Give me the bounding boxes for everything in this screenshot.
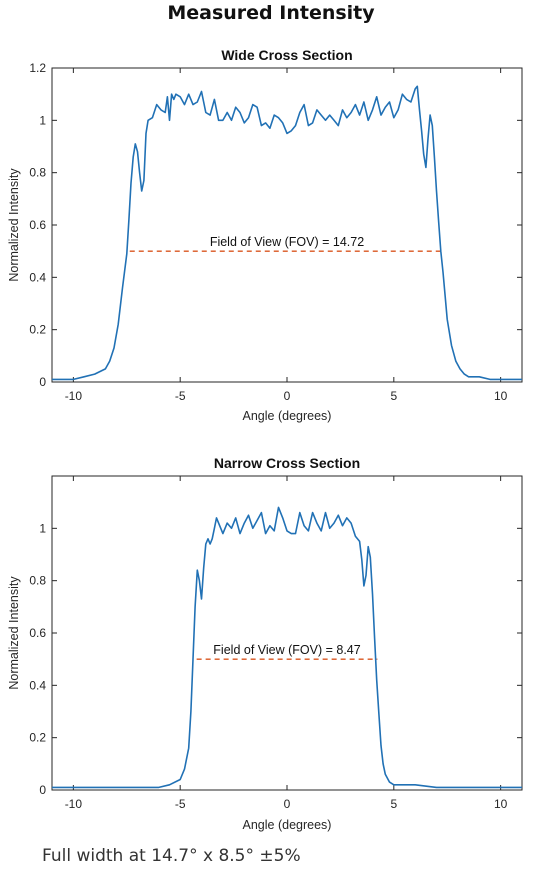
x-tick-label: 10 [494, 389, 508, 403]
y-tick-label: 0.4 [29, 270, 46, 284]
y-axis-label: Normalized Intensity [7, 576, 21, 690]
y-tick-label: 1 [39, 521, 46, 535]
intensity-series-line [52, 85, 522, 381]
narrow-cross-section-chart: Narrow Cross Section -10 -5 0 5 10 0 0.2 0.4 0.6 0… [7, 455, 523, 832]
x-tick-label: 0 [284, 389, 291, 403]
footer-note: Full width at 14.7° x 8.5° ±5% [42, 846, 301, 866]
plot-area-frame [51, 475, 523, 791]
x-axis-label: Angle (degrees) [243, 409, 332, 423]
x-tick-label: 5 [390, 389, 397, 403]
y-tick-label: 0 [39, 783, 46, 797]
chart-title: Narrow Cross Section [214, 455, 360, 471]
y-tick-label: 0.2 [29, 323, 46, 337]
x-axis-label: Angle (degrees) [243, 818, 332, 832]
x-tick-label: -5 [175, 797, 186, 811]
page-title: Measured Intensity [167, 2, 375, 24]
y-tick-label: 0.8 [29, 574, 46, 588]
x-tick-label: 5 [390, 797, 397, 811]
wide-cross-section-chart: Wide Cross Section -10 -5 0 5 10 0 0.2 0.4 0.6 0.8… [7, 47, 523, 423]
x-tick-label: -5 [175, 389, 186, 403]
y-tick-label: 0.8 [29, 166, 46, 180]
fov-annotation: Field of View (FOV) = 14.72 [210, 235, 364, 249]
y-tick-label: 0.6 [29, 626, 46, 640]
fov-annotation: Field of View (FOV) = 8.47 [213, 643, 360, 657]
y-tick-label: 0 [39, 375, 46, 389]
y-axis-label: Normalized Intensity [7, 168, 21, 282]
y-tick-label: 0.2 [29, 731, 46, 745]
x-tick-label: -10 [65, 797, 83, 811]
plot-area-frame [51, 67, 523, 383]
x-tick-label: 10 [494, 797, 508, 811]
y-tick-label: 1.2 [29, 61, 46, 75]
intensity-series-line [52, 506, 522, 789]
y-tick-label: 0.4 [29, 678, 46, 692]
x-tick-label: 0 [284, 797, 291, 811]
chart-title: Wide Cross Section [221, 47, 352, 63]
x-tick-label: -10 [65, 389, 83, 403]
y-tick-label: 0.6 [29, 218, 46, 232]
y-tick-label: 1 [39, 113, 46, 127]
